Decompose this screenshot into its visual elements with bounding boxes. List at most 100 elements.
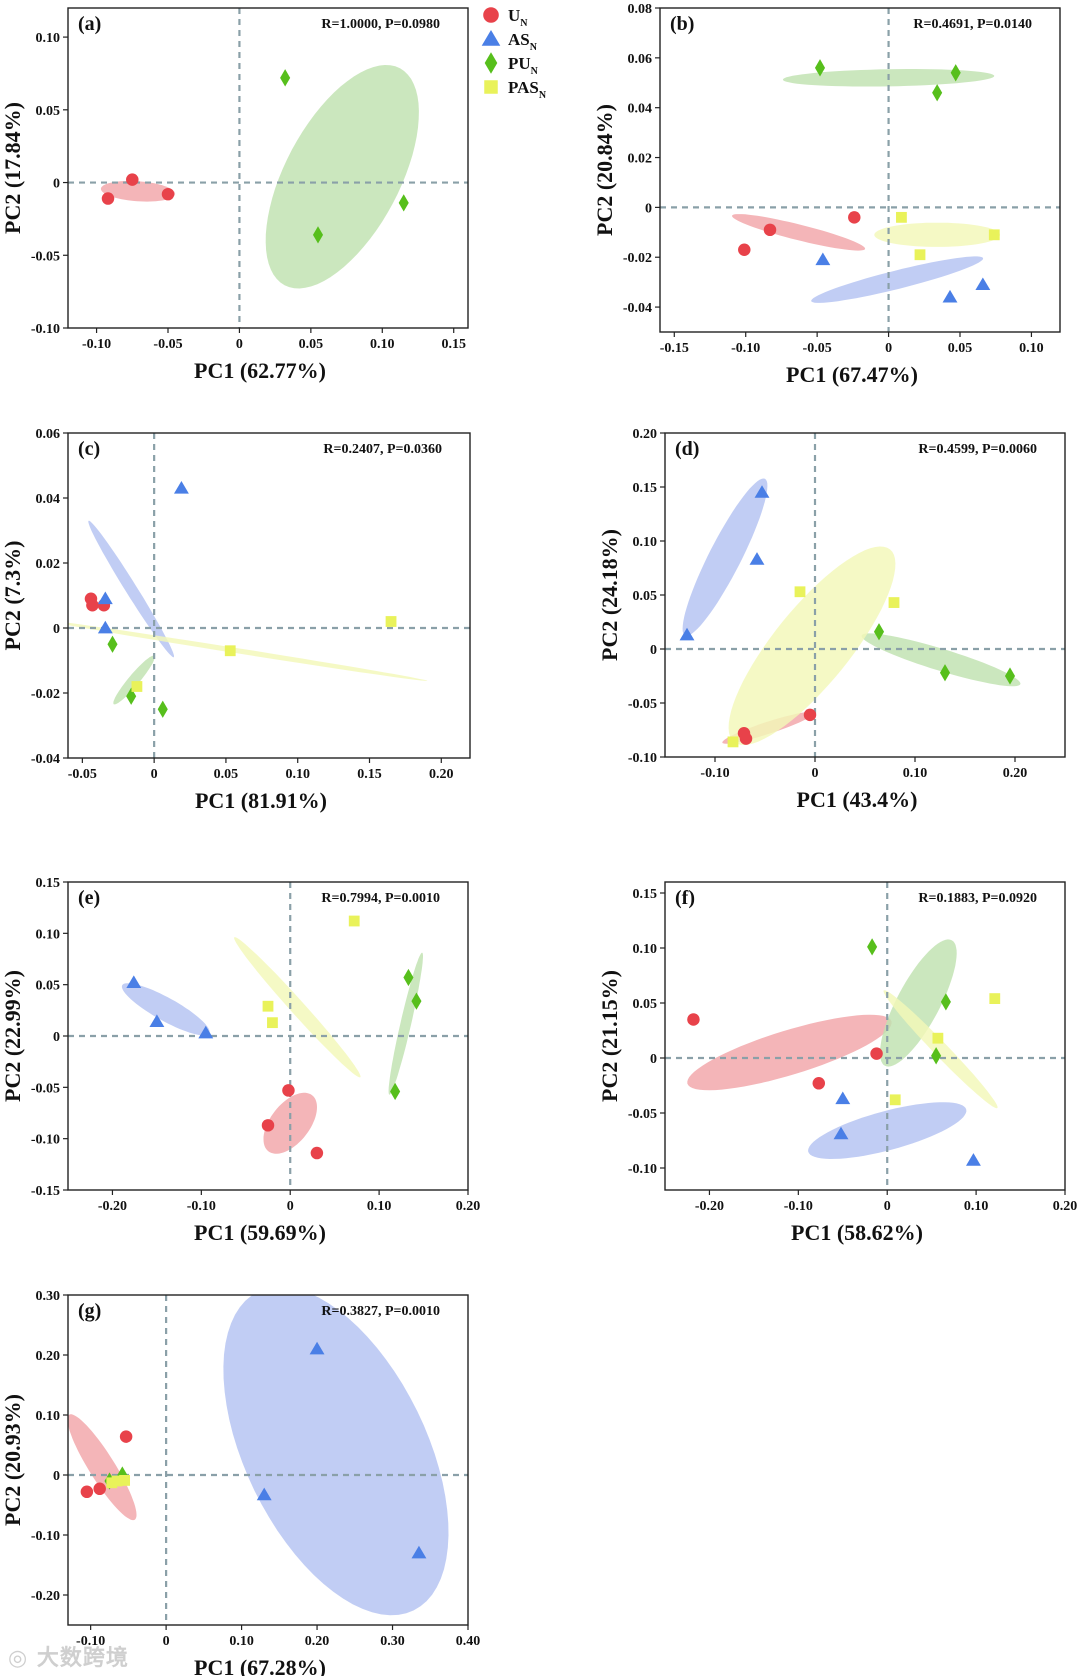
x-tick-label: 0	[287, 1199, 294, 1214]
y-axis-label: PC2 (20.84%)	[592, 104, 617, 236]
confidence-ellipse-u	[68, 1414, 137, 1521]
y-tick-label: -0.04	[623, 301, 652, 316]
point-pu-1	[280, 69, 291, 87]
y-tick-label: 0.04	[36, 492, 61, 507]
points-layer	[80, 1341, 427, 1559]
y-tick-label: -0.05	[31, 1081, 60, 1096]
point-as-2	[149, 1014, 165, 1028]
y-tick-label: 0.02	[628, 152, 653, 167]
point-as-1	[679, 627, 695, 641]
x-tick-label: 0.10	[903, 766, 928, 781]
y-tick-label: 0.10	[36, 927, 61, 942]
point-pas-1	[131, 681, 143, 692]
y-tick-label: -0.04	[31, 752, 60, 767]
point-u-3	[119, 1430, 133, 1443]
anosim-stat: R=0.7994, P=0.0010	[321, 891, 440, 906]
y-tick-label: 0.06	[36, 427, 61, 442]
ellipse-layer	[100, 65, 419, 289]
point-u-3	[310, 1146, 324, 1160]
point-pas-3	[888, 597, 900, 608]
y-axis-label: PC2 (17.84%)	[0, 102, 25, 234]
y-tick-label: 0.10	[633, 535, 658, 550]
ellipse-layer	[121, 937, 423, 1154]
x-tick-label: 0	[236, 337, 243, 352]
y-tick-label: 0.05	[633, 997, 658, 1012]
confidence-ellipse-u	[100, 181, 176, 202]
x-tick-label: -0.05	[803, 341, 832, 356]
point-as-3	[966, 1153, 981, 1166]
points-layer	[101, 69, 409, 244]
y-tick-label: 0.10	[36, 31, 61, 46]
legend-subscript: N	[520, 18, 528, 29]
point-as-2	[749, 552, 765, 565]
point-pas-2	[932, 1032, 944, 1044]
legend-subscript: N	[531, 66, 539, 77]
x-tick-label: -0.10	[700, 766, 729, 781]
point-u-2	[763, 223, 777, 237]
point-pas-2	[914, 249, 926, 261]
anosim-stat: R=0.4691, P=0.0140	[913, 17, 1032, 32]
y-tick-label: -0.10	[31, 322, 60, 337]
point-pu-3	[390, 1082, 401, 1101]
confidence-ellipse-pu	[880, 939, 957, 1067]
y-tick-label: -0.20	[31, 1589, 60, 1604]
y-tick-label: 0.08	[628, 2, 653, 17]
x-tick-label: 0.10	[285, 767, 310, 782]
point-pu-2	[126, 687, 137, 705]
panel-f: -0.20 -0.10 0 0.10 0.20 -0.10 -0.05 0 0.05 0.10 0.…	[597, 881, 1078, 1245]
point-u-1	[738, 243, 751, 256]
point-as-2	[942, 289, 958, 303]
y-tick-label: -0.10	[31, 1133, 60, 1148]
x-tick-label: 0.20	[1053, 1199, 1078, 1214]
y-tick-label: -0.10	[31, 1529, 60, 1544]
anosim-stat: R=0.2407, P=0.0360	[323, 442, 442, 457]
panel-label: (c)	[78, 438, 100, 460]
panel-label: (e)	[78, 887, 100, 909]
point-as-1	[97, 591, 113, 605]
x-tick-label: 0	[151, 767, 158, 782]
panel-label: (a)	[78, 13, 101, 35]
plot-frame	[67, 1294, 469, 1626]
ellipse-layer	[732, 69, 1000, 303]
point-as-3	[411, 1545, 427, 1559]
point-as-3	[975, 277, 991, 291]
y-axis-label: PC2 (7.3%)	[0, 541, 25, 651]
points-layer	[84, 481, 397, 718]
x-axis-label: PC1 (81.91%)	[195, 788, 327, 813]
x-tick-label: -0.20	[695, 1199, 724, 1214]
confidence-ellipse-as	[223, 1295, 449, 1616]
x-axis-label: PC1 (67.47%)	[786, 362, 918, 387]
legend-marker-pu	[484, 52, 498, 74]
confidence-ellipse-pu	[113, 655, 155, 705]
y-tick-label: 0.10	[633, 942, 658, 957]
points-layer	[687, 938, 1001, 1166]
x-tick-label: -0.10	[731, 341, 760, 356]
points-layer	[126, 915, 422, 1160]
point-as-1	[256, 1487, 272, 1501]
y-tick-label: 0.20	[36, 1349, 61, 1364]
point-as-2	[97, 620, 113, 634]
confidence-ellipse-pas	[874, 222, 1000, 247]
confidence-ellipse-pu	[388, 952, 423, 1095]
point-pas-1	[262, 1000, 274, 1012]
confidence-ellipse-pu	[861, 633, 1021, 687]
y-axis-label: PC2 (22.99%)	[0, 970, 25, 1102]
point-pas-3	[988, 229, 1000, 241]
points-layer	[738, 59, 1000, 303]
point-u-1	[80, 1485, 94, 1499]
point-pu-2	[411, 992, 422, 1010]
plot-frame	[67, 7, 469, 329]
y-tick-label: 0	[53, 1030, 60, 1045]
confidence-ellipse-u	[263, 1092, 317, 1154]
point-as-2	[309, 1341, 325, 1355]
point-pas-3	[385, 616, 397, 627]
point-u-3	[803, 708, 817, 722]
point-u-1	[687, 1013, 700, 1026]
y-tick-label: 0.02	[36, 557, 61, 572]
x-tick-label: 0	[163, 1634, 170, 1649]
point-pas-2	[267, 1017, 278, 1029]
point-as-1	[815, 252, 831, 266]
y-axis-label: PC2 (24.18%)	[597, 529, 622, 661]
x-tick-label: 0.15	[441, 337, 466, 352]
